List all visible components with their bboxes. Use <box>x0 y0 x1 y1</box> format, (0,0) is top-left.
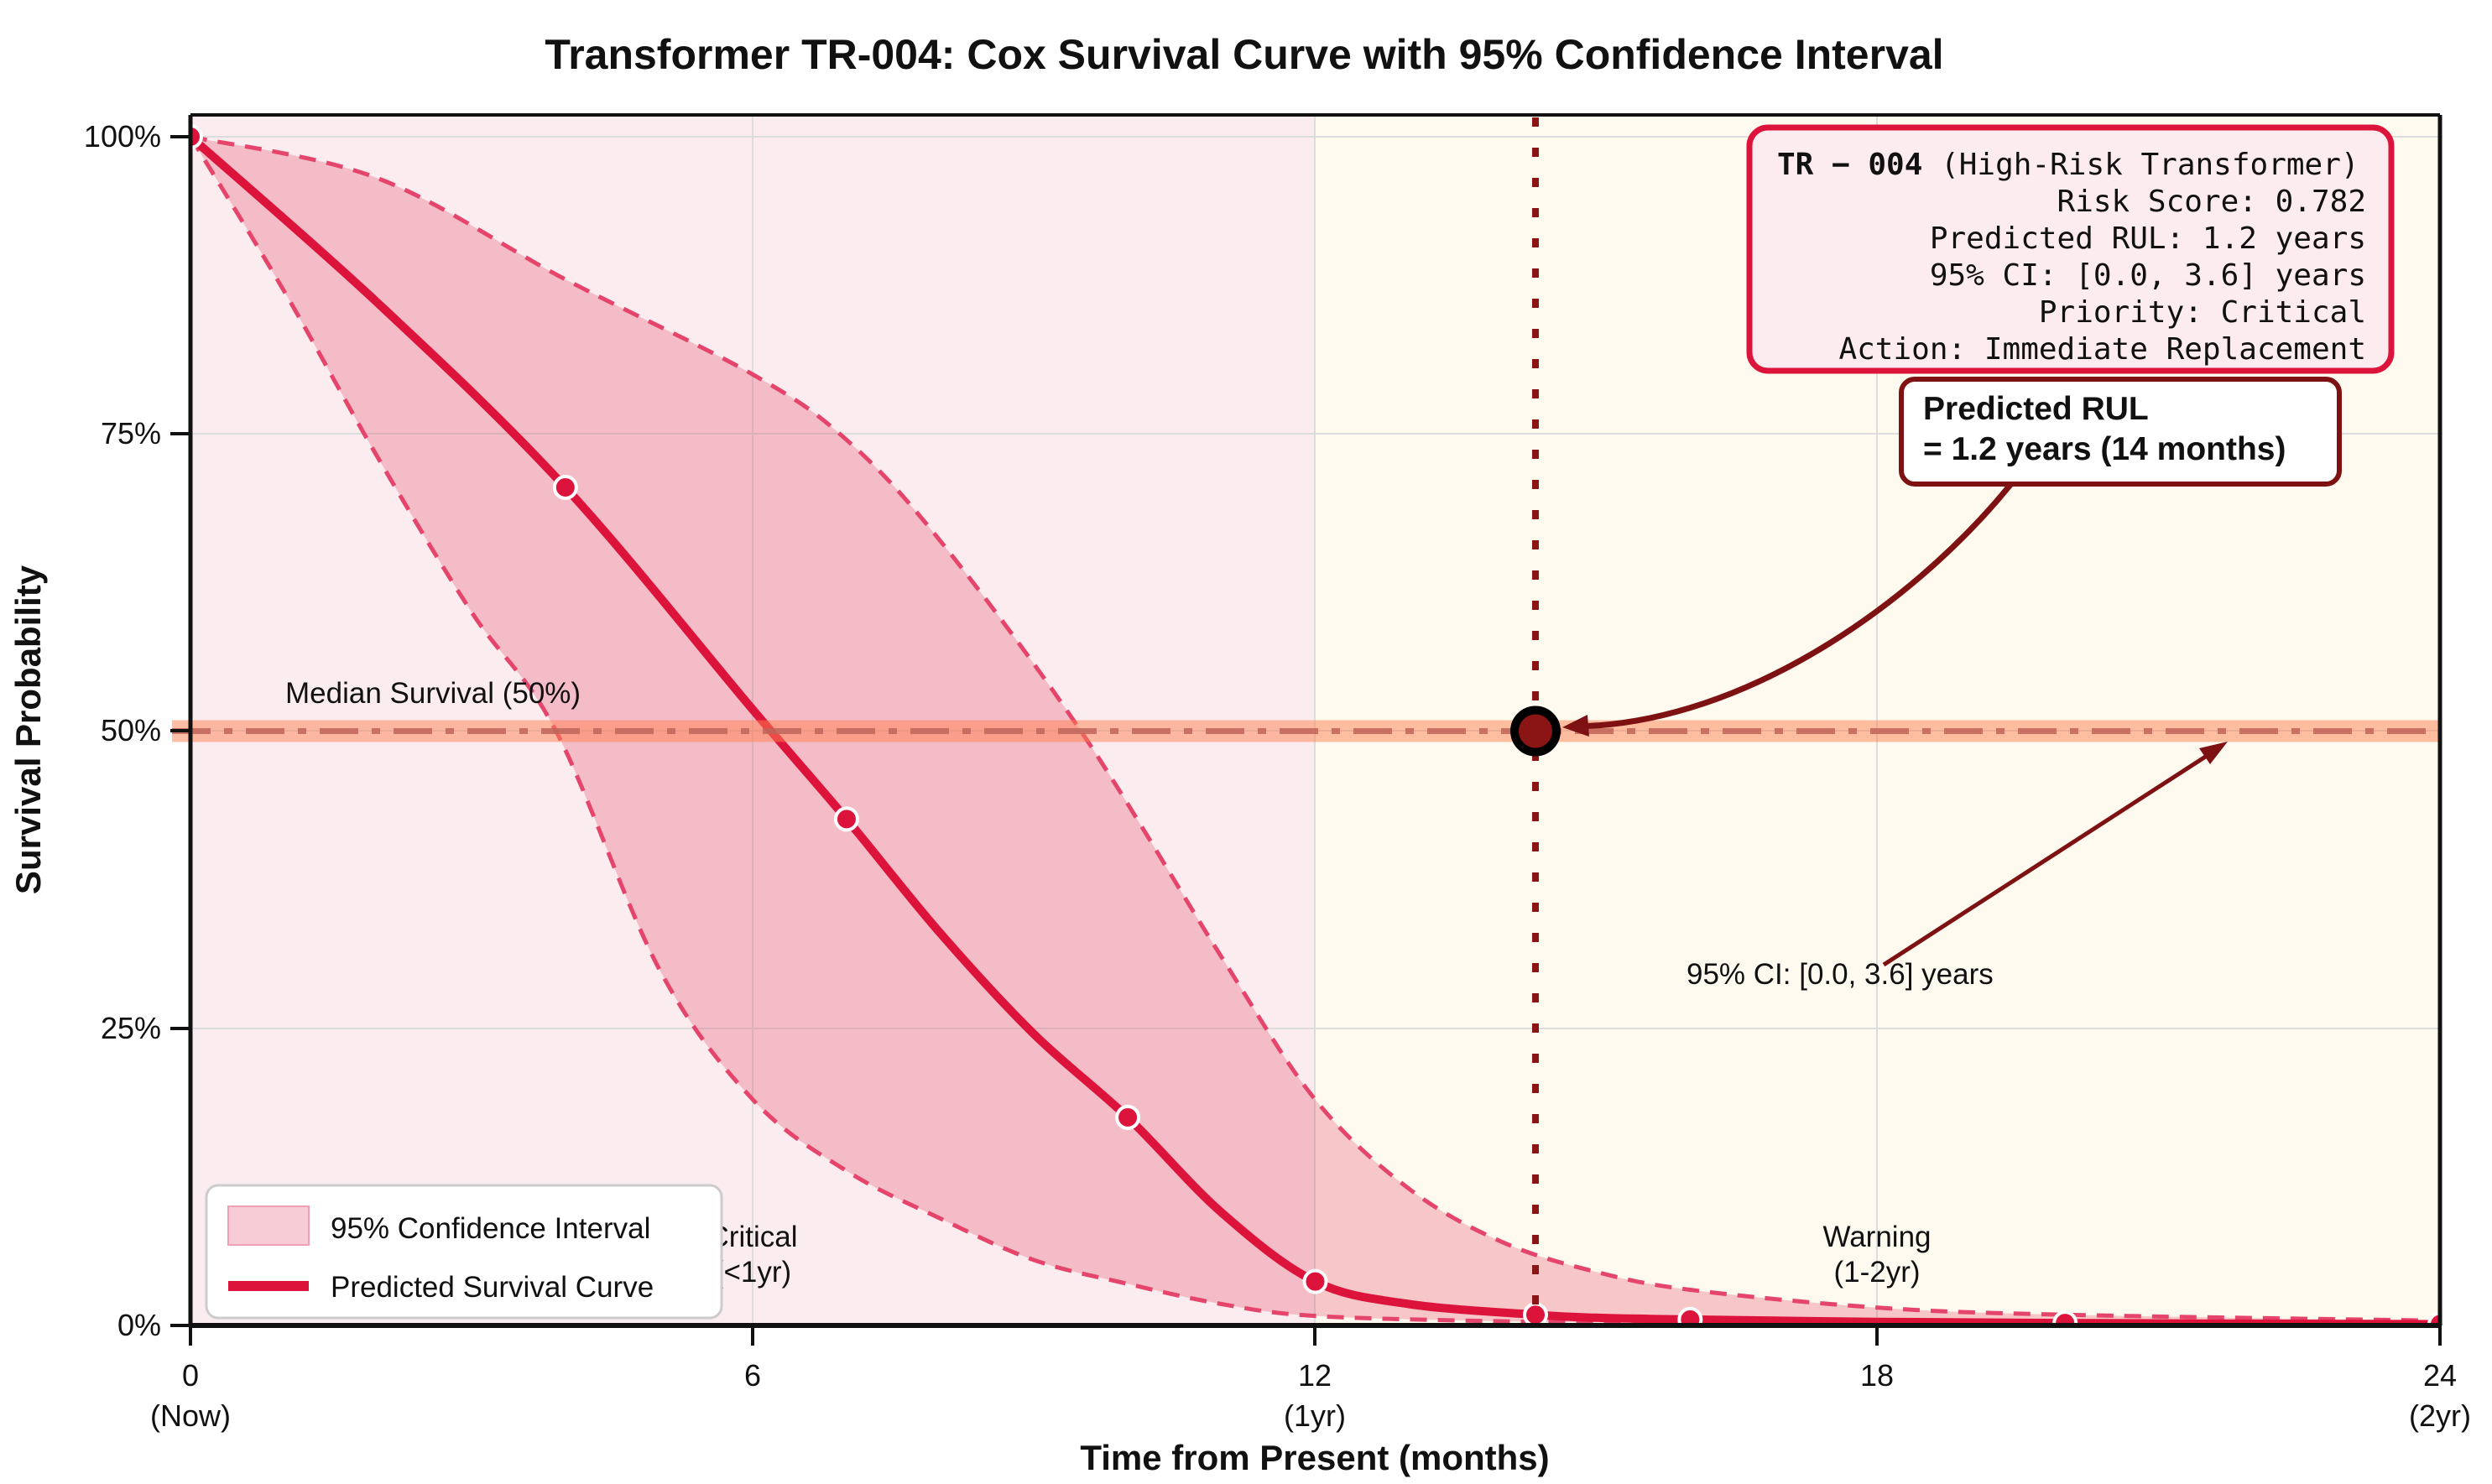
svg-text:0: 0 <box>182 1358 199 1393</box>
svg-text:100%: 100% <box>84 119 161 154</box>
transformer-info-box: TR − 004 (High-Risk Transformer) Risk Sc… <box>1746 124 2395 374</box>
rul-callout-arrow <box>1570 467 2025 730</box>
info-box-id-suffix: (High-Risk Transformer) <box>1941 148 2359 182</box>
survival-curve-markers <box>190 124 2440 1325</box>
rul-callout-line2: = 1.2 years (14 months) <box>1923 431 2286 467</box>
rul-callout-arrowhead <box>1562 715 1589 737</box>
info-box-action: Action: Immediate Replacement <box>1838 332 2366 367</box>
info-box-risk-score: Risk Score: 0.782 <box>2057 185 2366 219</box>
info-box-rul: Predicted RUL: 1.2 years <box>1930 221 2366 256</box>
legend: 95% Confidence Interval Predicted Surviv… <box>205 1184 723 1320</box>
svg-text:6: 6 <box>744 1358 761 1393</box>
svg-text:12: 12 <box>1298 1358 1332 1393</box>
svg-text:(Now): (Now) <box>150 1398 231 1433</box>
svg-text:(2yr): (2yr) <box>2409 1398 2471 1433</box>
rul-callout-line1: Predicted RUL <box>1923 391 2149 427</box>
ci-note-arrow <box>1882 753 2208 967</box>
curve-data-point <box>190 124 203 149</box>
predicted-survival-curve <box>190 133 2440 1325</box>
svg-text:24: 24 <box>2423 1358 2457 1393</box>
curve-data-point <box>552 475 578 501</box>
info-box-id: TR − 004 <box>1777 148 1922 182</box>
critical-zone-sublabel: (<1yr) <box>714 1256 791 1289</box>
svg-text:(1yr): (1yr) <box>1284 1398 1346 1433</box>
y-tick-labels: 100% 75% 50% 25% 0% <box>84 119 161 1342</box>
curve-data-point <box>833 806 859 832</box>
median-survival-label: Median Survival (50%) <box>285 677 581 710</box>
ci-note-text: 95% CI: [0.0, 3.6] years <box>1687 958 1994 991</box>
svg-text:0%: 0% <box>117 1308 161 1342</box>
curve-data-point <box>1523 1302 1549 1325</box>
info-box-priority: Priority: Critical <box>2039 295 2366 330</box>
curve-data-point <box>1115 1105 1141 1131</box>
ci-upper-bound-line <box>190 134 2440 1323</box>
legend-ci-swatch <box>227 1205 310 1246</box>
svg-text:75%: 75% <box>101 416 161 450</box>
info-box-ci: 95% CI: [0.0, 3.6] years <box>1930 258 2366 293</box>
tick-marks <box>170 135 2442 1346</box>
curve-data-point <box>1677 1306 1703 1325</box>
legend-ci-label: 95% Confidence Interval <box>331 1212 650 1245</box>
svg-text:50%: 50% <box>101 713 161 747</box>
confidence-interval-fill <box>190 137 2440 1325</box>
svg-text:TR − 004 (High-Risk Tra: TR − 004 (High-Risk Transformer) <box>1777 148 2359 182</box>
predicted-rul-callout: Predicted RUL = 1.2 years (14 months) <box>1899 377 2342 487</box>
legend-curve-label: Predicted Survival Curve <box>331 1271 654 1304</box>
curve-data-point <box>1302 1268 1328 1294</box>
svg-text:25%: 25% <box>101 1011 161 1045</box>
x-tick-labels: 0 (Now) 6 12 (1yr) 18 24 (2yr) <box>150 1358 2471 1433</box>
warning-zone-sublabel: (1-2yr) <box>1833 1256 1920 1289</box>
rul-point-marker <box>1510 706 1561 757</box>
x-axis-label: Time from Present (months) <box>1080 1438 1549 1477</box>
chart-title: Transformer TR-004: Cox Survival Curve w… <box>545 31 1943 78</box>
warning-zone-label: Warning <box>1822 1221 1931 1253</box>
y-axis-label: Survival Probability <box>8 565 48 894</box>
svg-text:18: 18 <box>1860 1358 1894 1393</box>
ci-note-arrowhead <box>2199 742 2228 764</box>
